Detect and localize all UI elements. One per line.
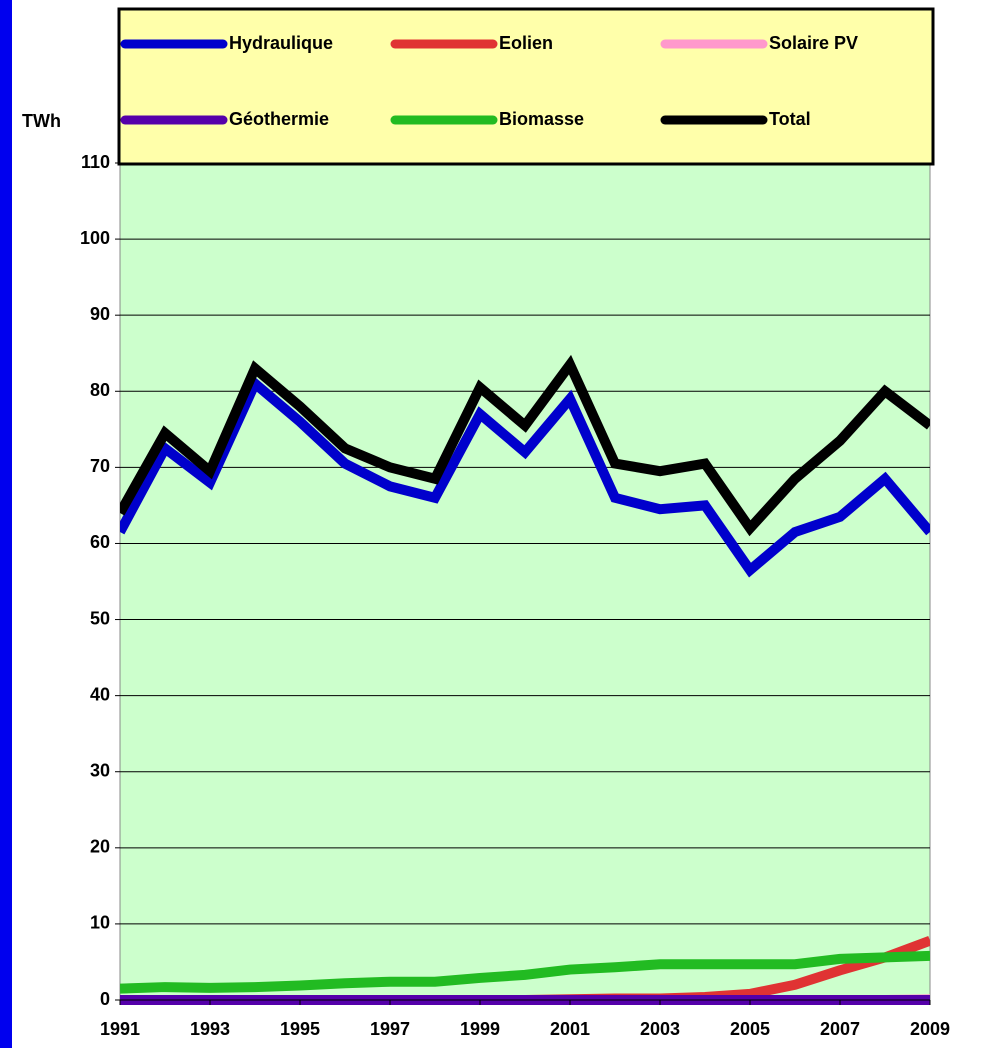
series-line xyxy=(120,950,930,994)
x-tick-label: 1991 xyxy=(100,1019,140,1039)
x-tick-label: 1999 xyxy=(460,1019,500,1039)
legend-label: Solaire PV xyxy=(769,33,858,53)
y-tick-label: 60 xyxy=(90,532,110,552)
x-tick-label: 2003 xyxy=(640,1019,680,1039)
legend-label: Biomasse xyxy=(499,109,584,129)
y-tick-label: 70 xyxy=(90,456,110,476)
legend-label: Hydraulique xyxy=(229,33,333,53)
x-tick-label: 2001 xyxy=(550,1019,590,1039)
y-tick-label: 90 xyxy=(90,304,110,324)
legend xyxy=(117,7,935,166)
legend-label: Eolien xyxy=(499,33,553,53)
y-tick-label: 0 xyxy=(100,989,110,1009)
x-tick-label: 1993 xyxy=(190,1019,230,1039)
side-stripe xyxy=(0,0,12,1048)
series-line xyxy=(120,375,930,578)
plot-area xyxy=(119,162,931,1001)
series-line xyxy=(120,354,930,537)
y-tick-label: 110 xyxy=(81,152,110,172)
x-tick-label: 2007 xyxy=(820,1019,860,1039)
legend-label: Total xyxy=(769,109,811,129)
x-tick-label: 2009 xyxy=(910,1019,950,1039)
legend-label: Géothermie xyxy=(229,109,329,129)
y-tick-label: 20 xyxy=(90,837,110,857)
y-tick-label: 30 xyxy=(90,760,110,780)
x-tick-label: 1997 xyxy=(370,1019,410,1039)
y-tick-label: 50 xyxy=(90,608,110,628)
x-tick-label: 1995 xyxy=(280,1019,320,1039)
y-tick-label: 10 xyxy=(90,913,110,933)
x-tick-label: 2005 xyxy=(730,1019,770,1039)
y-axis-label: TWh xyxy=(22,111,61,131)
y-tick-label: 100 xyxy=(80,228,110,248)
y-tick-label: 40 xyxy=(90,684,110,704)
y-tick-label: 80 xyxy=(90,380,110,400)
